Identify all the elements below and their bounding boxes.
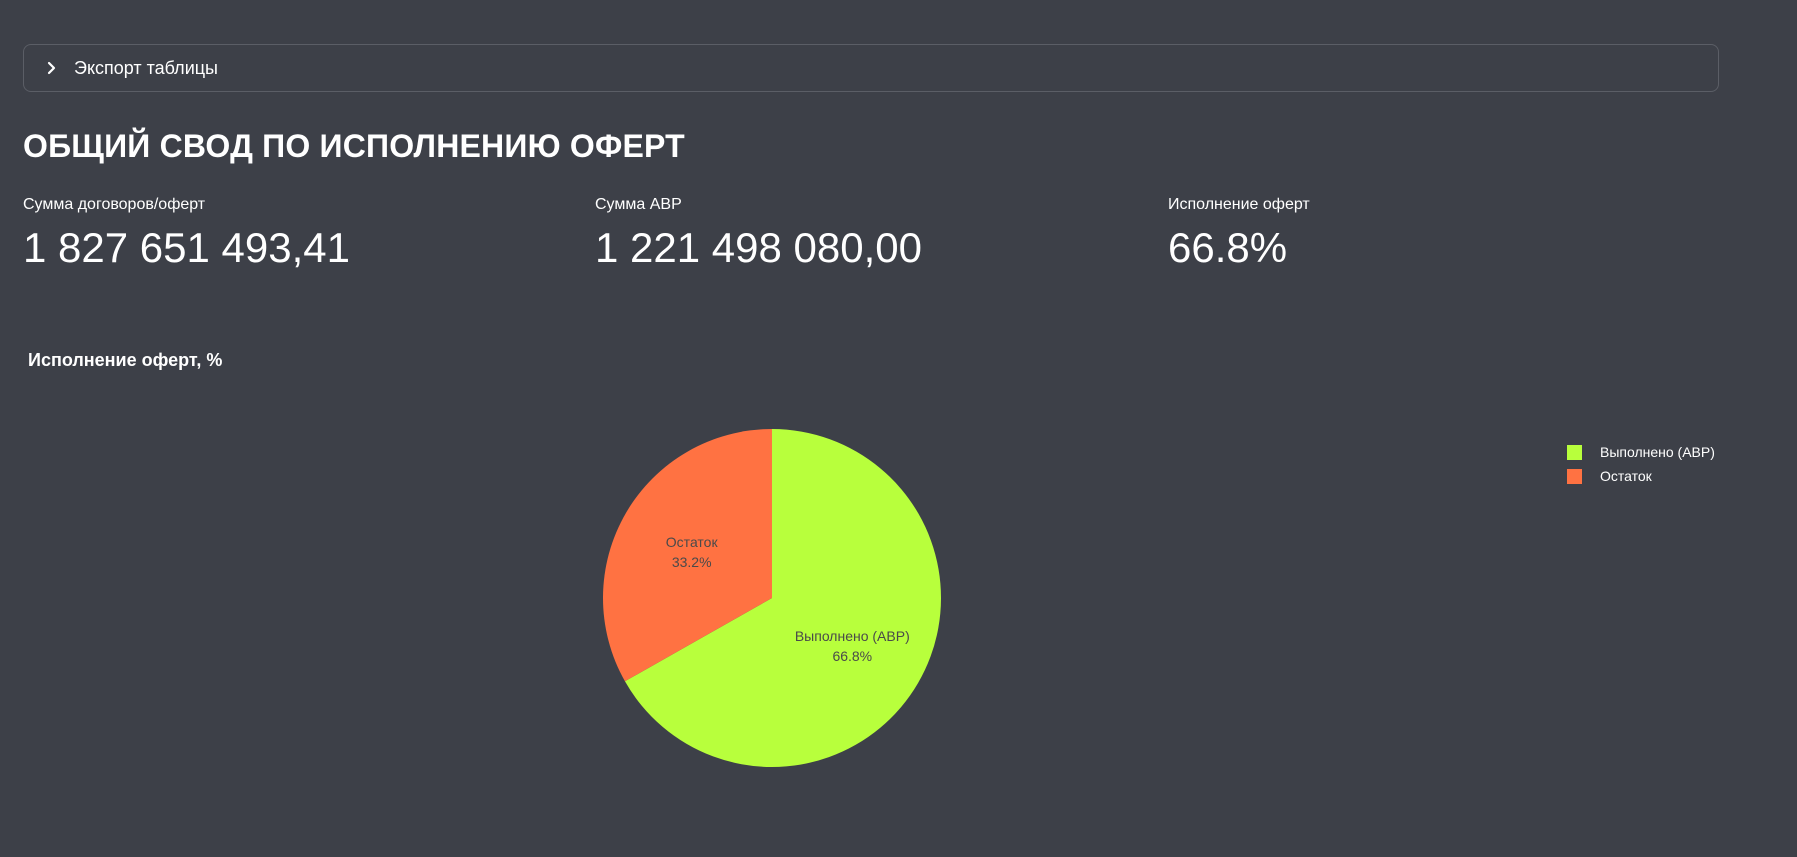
pie-slice-percent: 33.2% <box>672 554 712 570</box>
chart-title: Исполнение оферт, % <box>28 350 223 370</box>
export-table-expander[interactable]: Экспорт таблицы <box>23 44 1719 92</box>
metric-value: 66.8% <box>1168 224 1288 271</box>
pie-slice-label: Выполнено (АВР) <box>795 628 910 644</box>
pie-slice-percent: 66.8% <box>832 648 872 664</box>
metric-contracts-sum: Сумма договоров/оферт 1 827 651 493,41 <box>23 195 583 273</box>
legend-label: Выполнено (АВР) <box>1600 444 1715 460</box>
legend-swatch <box>1567 444 1582 460</box>
metric-execution-percent: Исполнение оферт 66.8% <box>1168 195 1728 273</box>
legend-label: Остаток <box>1600 468 1652 484</box>
metric-avr-sum: Сумма АВР 1 221 498 080,00 <box>595 195 1155 273</box>
metric-label: Исполнение оферт <box>1168 196 1310 213</box>
legend-item-done[interactable]: Выполнено (АВР) <box>1567 440 1715 464</box>
metric-value: 1 221 498 080,00 <box>595 224 922 271</box>
page-title: ОБЩИЙ СВОД ПО ИСПОЛНЕНИЮ ОФЕРТ <box>23 128 685 164</box>
legend-item-remainder[interactable]: Остаток <box>1567 464 1715 488</box>
metric-value: 1 827 651 493,41 <box>23 224 350 271</box>
pie-slice-label: Остаток <box>666 534 719 550</box>
chevron-right-icon <box>42 58 62 78</box>
pie-slice-0[interactable] <box>624 429 941 768</box>
metric-label: Сумма АВР <box>595 196 682 213</box>
chart-legend: Выполнено (АВР) Остаток <box>1567 440 1715 488</box>
legend-swatch <box>1567 468 1582 484</box>
pie-slice-1[interactable] <box>603 429 772 682</box>
metric-label: Сумма договоров/оферт <box>23 196 206 213</box>
export-table-label: Экспорт таблицы <box>74 57 218 78</box>
